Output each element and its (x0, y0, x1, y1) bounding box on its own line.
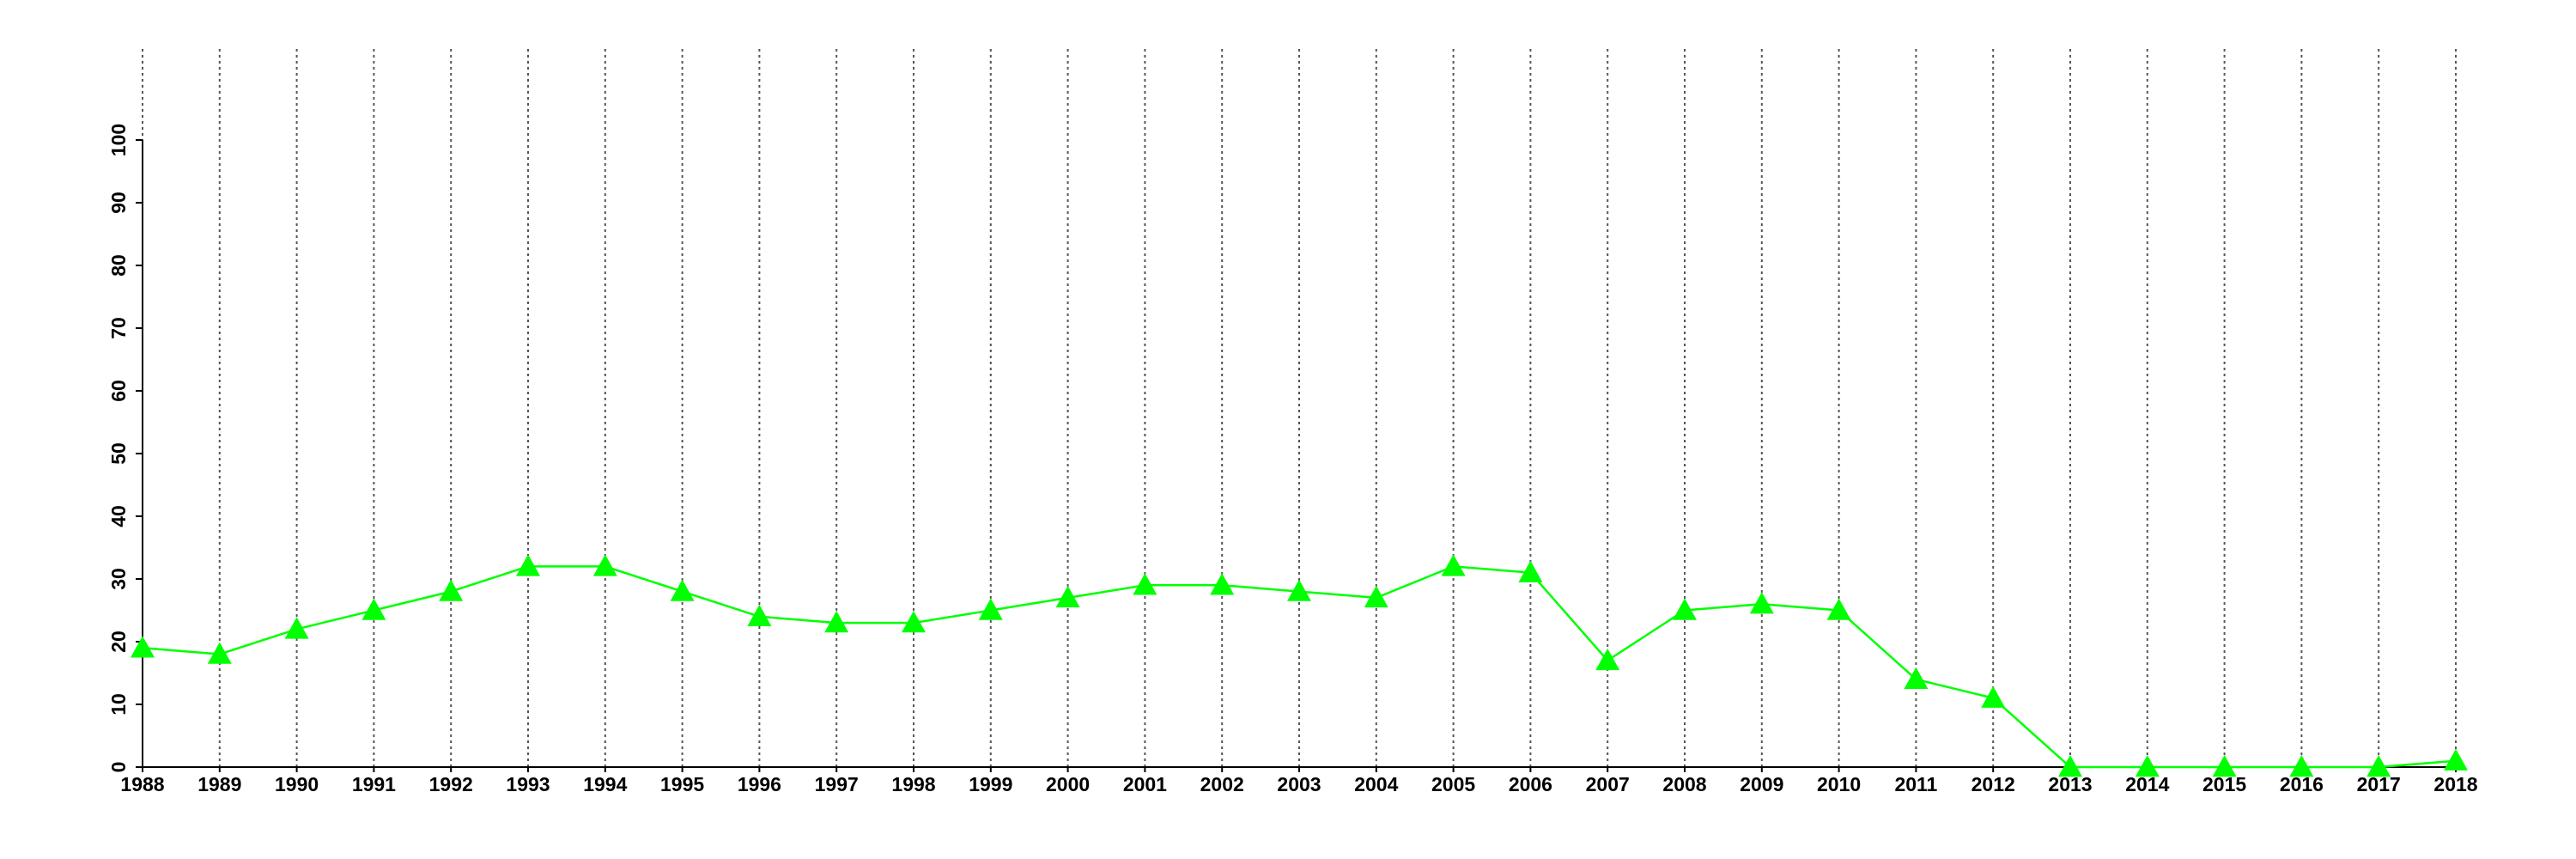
y-tick-label: 50 (107, 442, 130, 465)
x-tick-label: 1991 (352, 773, 396, 795)
x-tick-label: 2016 (2280, 773, 2324, 795)
data-marker (361, 598, 386, 620)
data-marker (1133, 573, 1157, 595)
x-tick-label: 2011 (1894, 773, 1937, 795)
data-marker (670, 579, 695, 601)
x-tick-label: 2006 (1509, 773, 1552, 795)
x-tick-label: 2008 (1662, 773, 1706, 795)
data-marker (1904, 667, 1929, 689)
x-tick-label: 2007 (1586, 773, 1630, 795)
x-tick-label: 1994 (583, 773, 627, 795)
y-tick-label: 80 (107, 254, 130, 277)
x-tick-label: 2004 (1354, 773, 1398, 795)
data-marker (2212, 755, 2237, 777)
data-marker (2366, 755, 2391, 777)
data-marker (2289, 755, 2314, 777)
x-tick-label: 1996 (738, 773, 781, 795)
y-tick-label: 40 (107, 505, 130, 527)
data-marker (1210, 573, 1235, 595)
x-tick-label: 2015 (2202, 773, 2246, 795)
y-tick-label: 30 (107, 568, 130, 590)
x-tick-label: 1990 (275, 773, 319, 795)
data-marker (1518, 560, 1543, 582)
x-tick-label: 2003 (1277, 773, 1321, 795)
y-tick-label: 100 (107, 124, 130, 156)
x-tick-label: 2014 (2125, 773, 2169, 795)
x-tick-label: 1992 (429, 773, 473, 795)
y-tick-label: 0 (107, 762, 130, 773)
data-marker (1673, 598, 1697, 620)
x-tick-label: 2010 (1817, 773, 1861, 795)
data-marker (516, 554, 540, 576)
data-marker (284, 617, 309, 639)
data-marker (1981, 685, 2006, 708)
data-marker (2135, 755, 2160, 777)
data-marker (1364, 585, 1388, 608)
data-marker (1055, 585, 1080, 608)
x-tick-label: 1997 (815, 773, 859, 795)
data-marker (747, 604, 772, 626)
x-tick-label: 2013 (2048, 773, 2092, 795)
x-tick-label: 2017 (2357, 773, 2401, 795)
y-tick-label: 90 (107, 192, 130, 214)
y-tick-label: 10 (107, 693, 130, 716)
x-tick-label: 1993 (506, 773, 550, 795)
data-marker (439, 579, 464, 601)
x-tick-label: 2000 (1046, 773, 1090, 795)
x-tick-label: 1989 (197, 773, 241, 795)
data-marker (131, 636, 155, 658)
data-marker (1595, 648, 1620, 671)
y-tick-label: 60 (107, 380, 130, 402)
data-marker (978, 598, 1003, 620)
x-tick-label: 2001 (1123, 773, 1167, 795)
data-marker (2058, 755, 2082, 777)
data-marker (1441, 554, 1466, 576)
data-marker (824, 611, 849, 633)
x-tick-label: 1995 (660, 773, 704, 795)
data-marker (1749, 592, 1774, 614)
y-tick-label: 20 (107, 631, 130, 653)
y-tick-label: 70 (107, 317, 130, 339)
x-tick-label: 2018 (2433, 773, 2477, 795)
data-marker (2444, 748, 2468, 771)
data-marker (207, 642, 232, 664)
x-tick-label: 2012 (1971, 773, 2015, 795)
x-tick-label: 2002 (1200, 773, 1244, 795)
x-tick-label: 2009 (1740, 773, 1783, 795)
x-tick-label: 1999 (969, 773, 1012, 795)
data-marker (592, 554, 617, 576)
x-tick-label: 2005 (1431, 773, 1475, 795)
data-marker (1287, 579, 1311, 601)
data-marker (1826, 598, 1851, 620)
x-tick-label: 1988 (120, 773, 164, 795)
data-marker (902, 611, 926, 633)
x-tick-label: 1998 (891, 773, 935, 795)
